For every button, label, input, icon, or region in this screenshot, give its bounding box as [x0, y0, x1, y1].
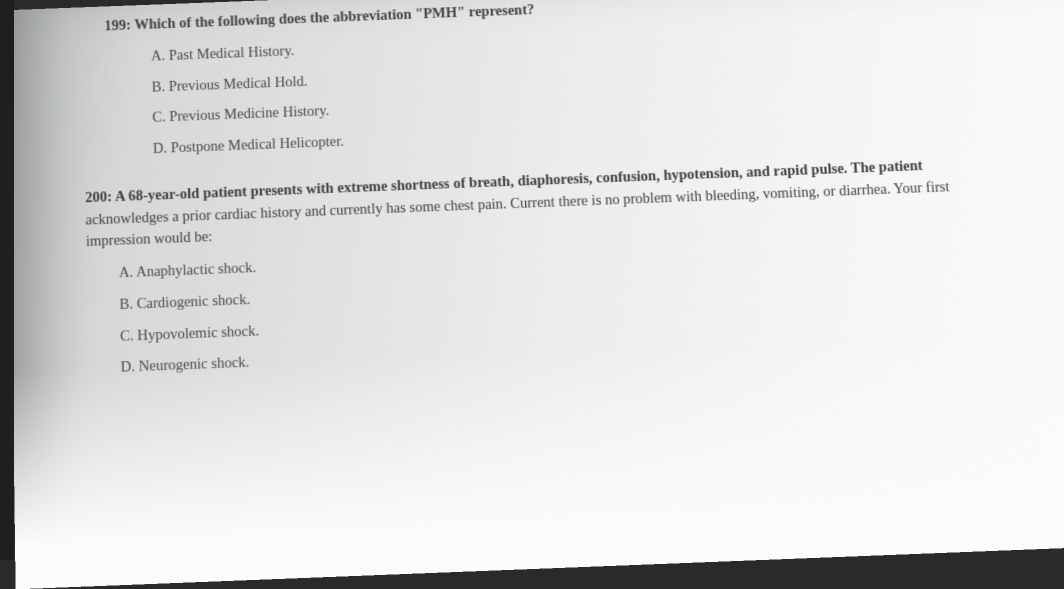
option-text: Neurogenic shock. [139, 355, 250, 376]
option-text: Hypovolemic shock. [137, 323, 259, 344]
question-options: A. Past Medical History. B. Previous Med… [151, 11, 1064, 161]
question-number: 199: [104, 17, 131, 34]
option-text: Postpone Medical Helicopter. [171, 134, 345, 157]
question-stem-text: Which of the following does the abbrevia… [134, 2, 534, 33]
paper-page: 199: Which of the following does the abb… [8, 0, 1064, 589]
option-text: Previous Medicine History. [169, 103, 329, 125]
option-letter: C. [120, 327, 134, 344]
option-letter: B. [152, 79, 166, 96]
question-stem-line3: impression would be: [86, 229, 213, 250]
option-text: Anaphylactic shock. [136, 260, 256, 281]
option-text: Previous Medical Hold. [169, 73, 308, 94]
option-letter: D. [153, 140, 168, 157]
question-200: 200: A 68-year-old patient presents with… [85, 150, 1064, 382]
option-letter: C. [152, 110, 166, 127]
question-199: 199: Which of the following does the abb… [104, 0, 1064, 163]
option-letter: B. [119, 296, 133, 313]
question-number: 200: [85, 189, 112, 206]
option-text: Past Medical History. [169, 43, 295, 64]
option-letter: A. [151, 48, 165, 65]
option-text: Cardiogenic shock. [137, 291, 251, 312]
option-letter: D. [121, 359, 136, 376]
page-edge-shadow [0, 0, 14, 560]
question-options: A. Anaphylactic shock. B. Cardiogenic sh… [119, 226, 1064, 380]
option-letter: A. [119, 265, 134, 282]
